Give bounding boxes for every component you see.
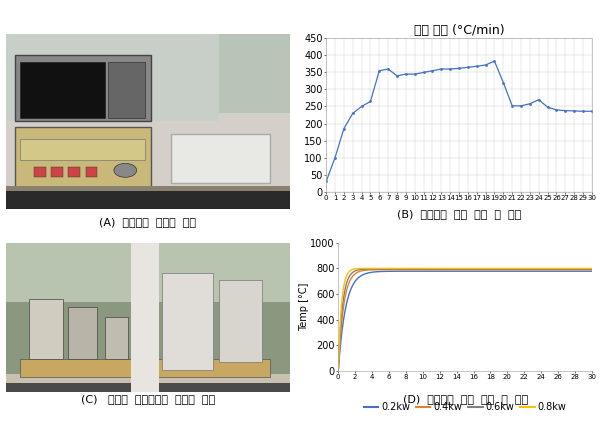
0.8kw xyxy=(581,266,588,271)
0.2kw xyxy=(451,269,458,274)
Bar xyxy=(68,167,80,177)
Text: (C)   변경된  마이크로파  열분해  기기: (C) 변경된 마이크로파 열분해 기기 xyxy=(81,394,215,404)
0.4kw xyxy=(581,267,588,272)
Bar xyxy=(51,167,63,177)
0.8kw xyxy=(335,368,342,373)
0.6kw xyxy=(335,368,342,373)
0.8kw xyxy=(581,266,588,271)
0.2kw xyxy=(588,269,595,274)
Legend: 0.2kw, 0.4kw, 0.6kw, 0.8kw: 0.2kw, 0.4kw, 0.6kw, 0.8kw xyxy=(359,398,571,416)
0.6kw xyxy=(458,267,465,272)
Bar xyxy=(14,55,151,121)
0.2kw xyxy=(535,269,542,274)
0.4kw xyxy=(451,267,458,272)
0.6kw xyxy=(493,267,500,272)
0.2kw xyxy=(347,286,355,291)
Circle shape xyxy=(114,163,137,177)
Bar xyxy=(6,34,290,113)
0.4kw xyxy=(581,267,588,272)
Bar xyxy=(14,127,151,188)
Bar xyxy=(21,139,145,160)
Line: 0.6kw: 0.6kw xyxy=(338,269,592,371)
Text: (D)  안정적인  온도  상승  및  유지: (D) 안정적인 온도 상승 및 유지 xyxy=(402,394,528,404)
0.8kw xyxy=(454,266,461,271)
Bar xyxy=(171,134,270,182)
0.4kw xyxy=(458,267,465,272)
Text: (B)  불안정한  온도  상승  및  유지: (B) 불안정한 온도 상승 및 유지 xyxy=(397,209,521,219)
Bar xyxy=(86,167,97,177)
Bar xyxy=(131,243,159,392)
Bar xyxy=(219,280,262,362)
0.6kw xyxy=(535,267,542,272)
0.2kw xyxy=(588,269,596,274)
Bar xyxy=(6,374,290,383)
0.6kw xyxy=(347,271,355,276)
0.8kw xyxy=(347,268,355,273)
0.4kw xyxy=(335,368,342,373)
0.8kw xyxy=(458,266,465,271)
0.6kw xyxy=(581,267,588,272)
Bar xyxy=(162,273,213,369)
0.4kw xyxy=(533,267,540,272)
Bar xyxy=(21,62,105,118)
Bar xyxy=(21,359,270,377)
0.4kw xyxy=(588,267,596,272)
0.2kw xyxy=(458,269,465,274)
Bar xyxy=(6,186,290,191)
0.2kw xyxy=(581,269,588,274)
Line: 0.2kw: 0.2kw xyxy=(338,271,592,371)
Line: 0.8kw: 0.8kw xyxy=(338,268,592,371)
0.4kw xyxy=(347,276,355,281)
Bar xyxy=(29,299,63,359)
0.2kw xyxy=(581,269,588,274)
Text: (A)  마이크로  열분해  기기: (A) 마이크로 열분해 기기 xyxy=(100,217,196,227)
Y-axis label: Temp [°C]: Temp [°C] xyxy=(299,282,309,331)
0.4kw xyxy=(535,267,542,272)
Bar xyxy=(105,317,128,359)
Bar xyxy=(34,167,46,177)
0.6kw xyxy=(451,267,458,272)
Title: 온도 변화 (°C/min): 온도 변화 (°C/min) xyxy=(414,24,504,37)
0.6kw xyxy=(588,267,596,272)
Bar xyxy=(6,243,290,302)
Bar xyxy=(6,380,290,392)
0.6kw xyxy=(581,267,588,272)
Bar xyxy=(6,34,219,121)
Bar xyxy=(108,62,145,118)
Bar xyxy=(68,307,97,359)
0.8kw xyxy=(588,266,596,271)
Line: 0.4kw: 0.4kw xyxy=(338,270,592,371)
Bar xyxy=(6,191,290,209)
0.2kw xyxy=(335,368,342,373)
0.8kw xyxy=(535,266,542,271)
0.8kw xyxy=(451,266,458,271)
